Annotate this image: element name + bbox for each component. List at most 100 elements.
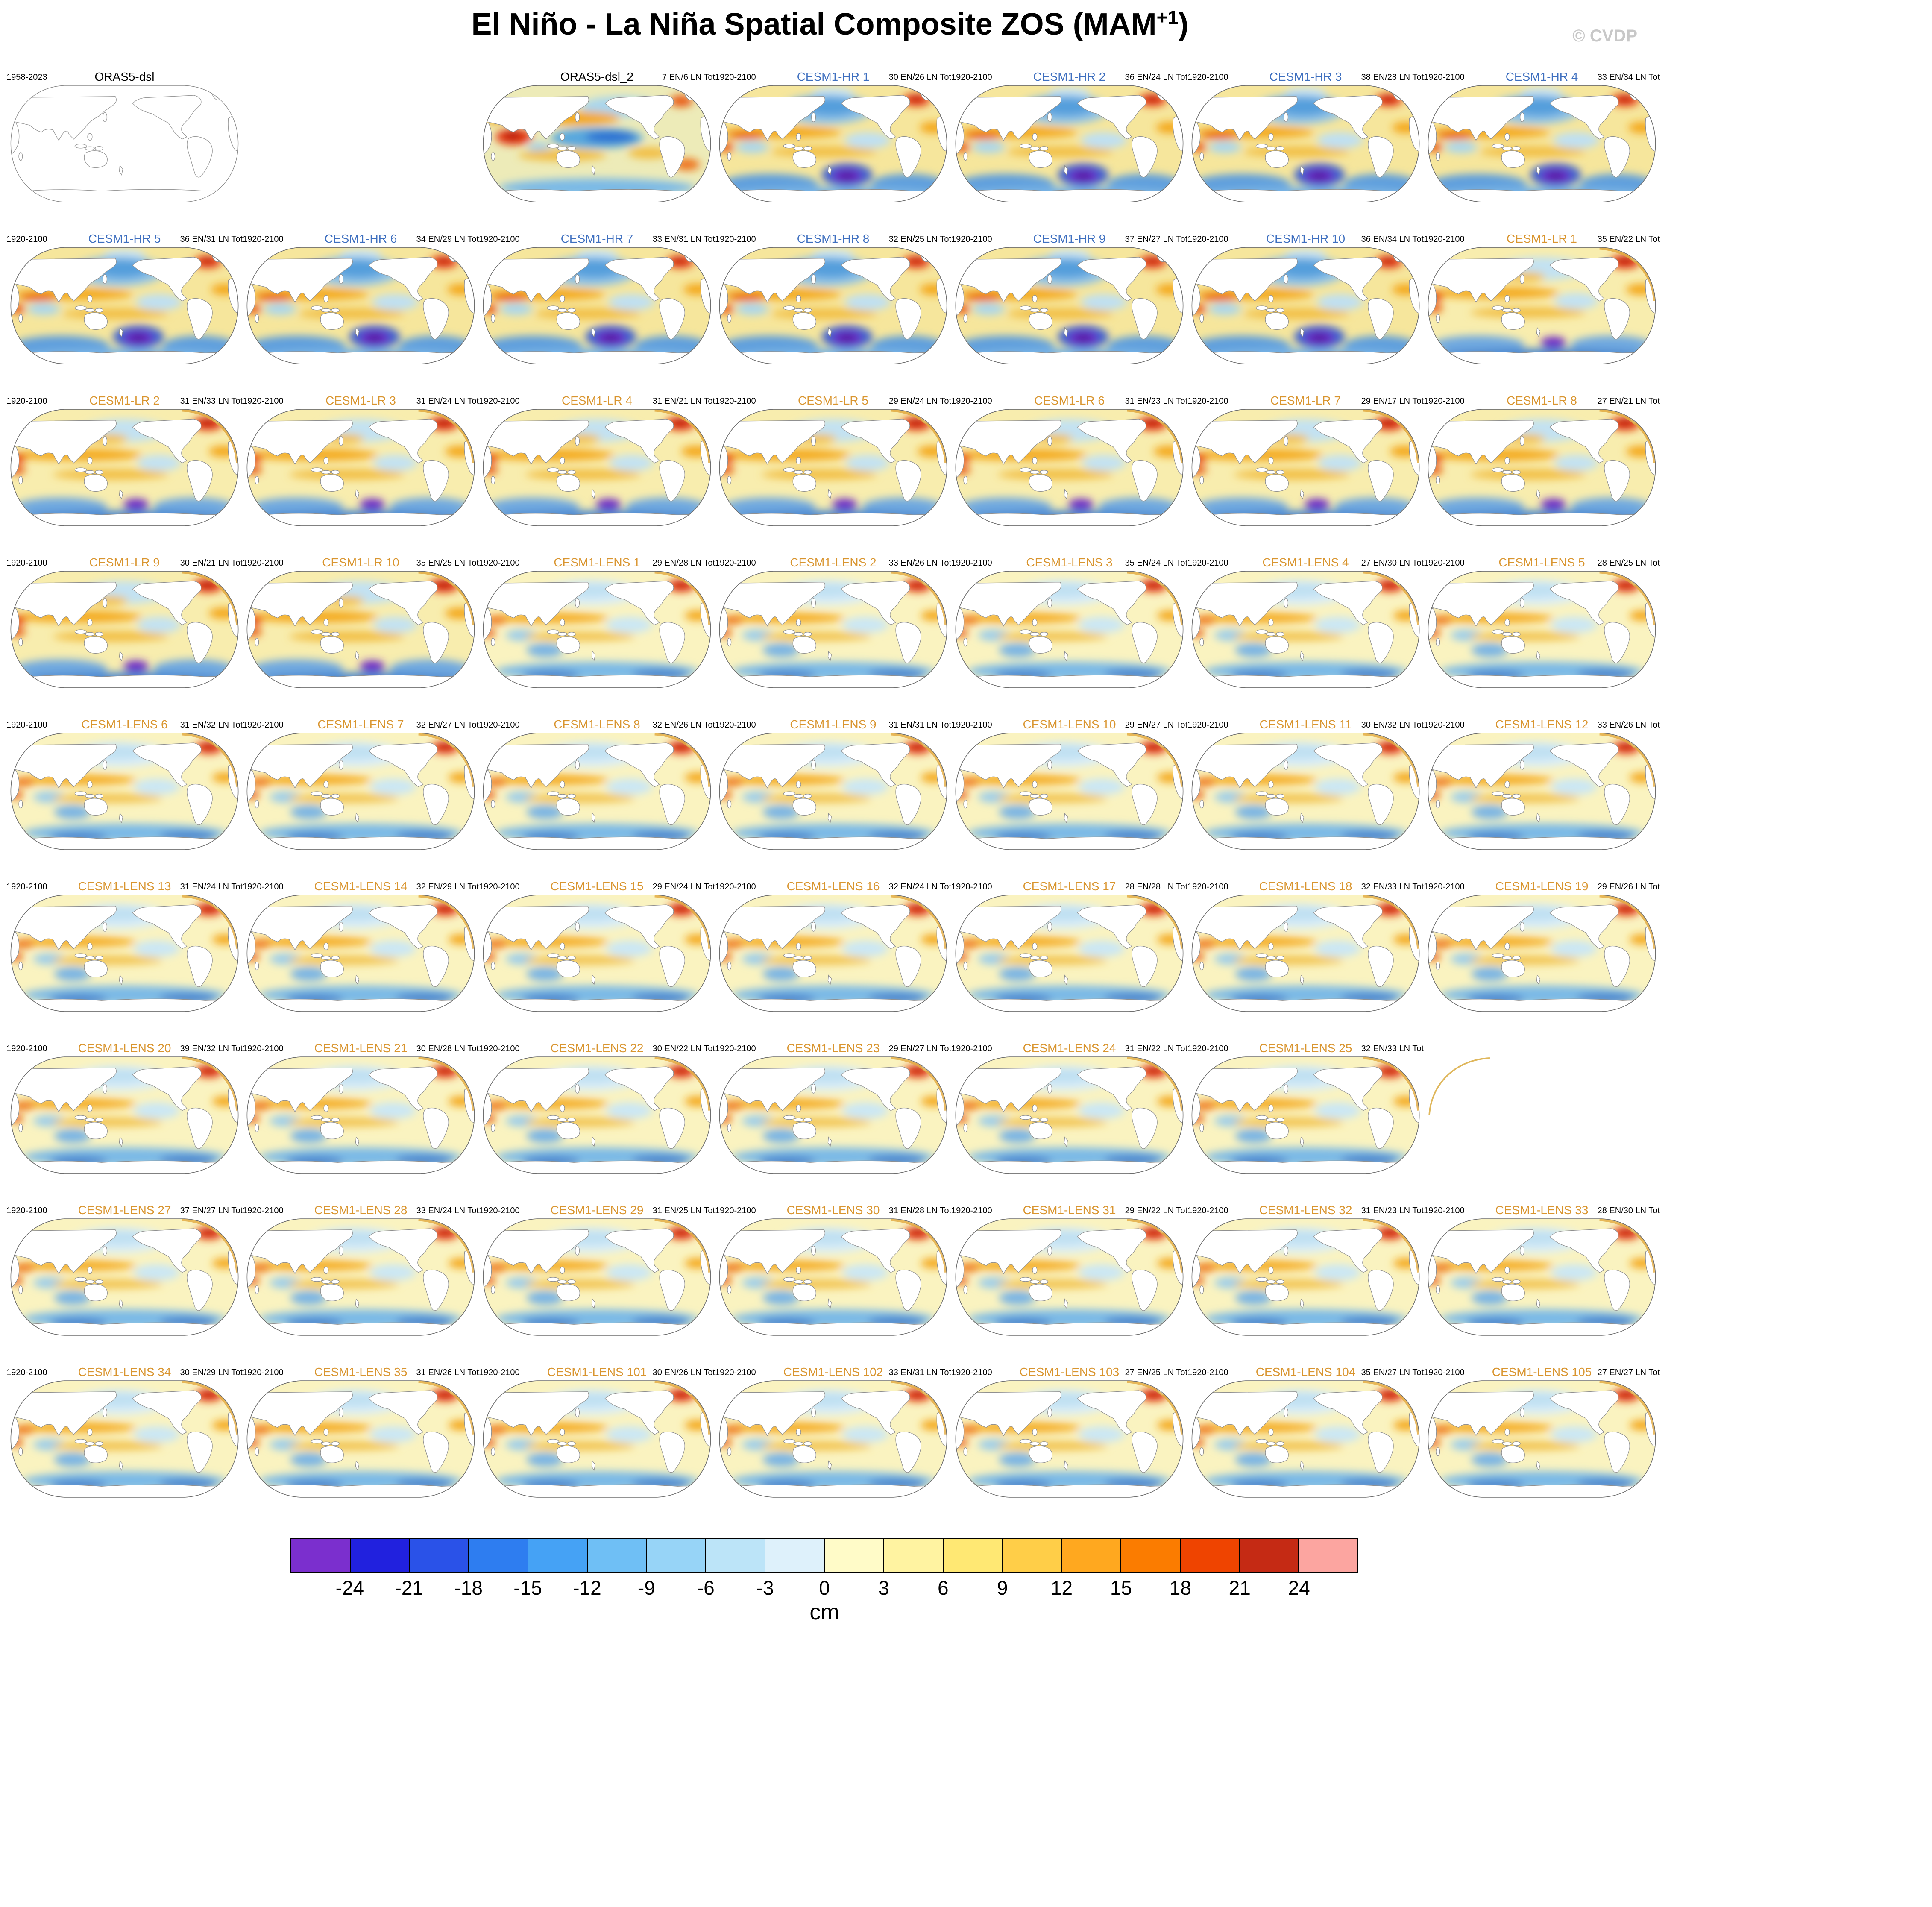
panel-header: 1920-2100 CESM1-HR 8 32 EN/25 LN Tot [715, 230, 951, 246]
map-panel-cesm1-lens-23: 1920-2100 CESM1-LENS 23 29 EN/27 LN Tot [715, 1040, 951, 1177]
map-panel-cesm1-lens-17: 1920-2100 CESM1-LENS 17 28 EN/28 LN Tot [951, 878, 1187, 1015]
panel-event-counts: 30 EN/26 LN Tot [888, 73, 951, 82]
map-panel-cesm1-lens-101: 1920-2100 CESM1-LENS 101 30 EN/26 LN Tot [479, 1364, 715, 1501]
panel-header: 1920-2100 CESM1-LENS 102 33 EN/31 LN Tot [715, 1364, 951, 1379]
world-map-lens [1190, 1379, 1421, 1499]
panel-title: CESM1-LENS 101 [547, 1365, 647, 1379]
panel-event-counts: 33 EN/24 LN Tot [416, 1206, 479, 1215]
panel-period-label: 1920-2100 [6, 1044, 47, 1053]
panel-title: CESM1-LENS 35 [314, 1365, 408, 1379]
map-panel-cesm1-hr-7: 1920-2100 CESM1-HR 7 33 EN/31 LN Tot [479, 230, 715, 368]
panel-period-label: 1920-2100 [715, 396, 756, 406]
panel-header: 1920-2100 CESM1-LENS 101 30 EN/26 LN Tot [479, 1364, 715, 1379]
map-panel-cesm1-lens-20: 1920-2100 CESM1-LENS 20 39 EN/32 LN Tot [6, 1040, 243, 1177]
colorbar-segment [587, 1539, 647, 1572]
map-panel-cesm1-lens-30: 1920-2100 CESM1-LENS 30 31 EN/28 LN Tot [715, 1202, 951, 1339]
world-map-lens [1426, 893, 1657, 1013]
map-panel-cesm1-hr-4: 1920-2100 CESM1-HR 4 33 EN/34 LN Tot [1424, 68, 1660, 206]
world-map-lens [954, 893, 1185, 1013]
map-panel-cesm1-lens-14: 1920-2100 CESM1-LENS 14 32 EN/29 LN Tot [243, 878, 479, 1015]
panel-header: 1958-2023 ORAS5-dsl [6, 68, 243, 84]
map-panel-cesm1-lr-2: 1920-2100 CESM1-LR 2 31 EN/33 LN Tot [6, 392, 243, 530]
world-map-blank [9, 84, 240, 204]
panel-period-label: 1920-2100 [1424, 720, 1465, 730]
panel-header: 1920-2100 CESM1-HR 5 36 EN/31 LN Tot [6, 230, 243, 246]
panel-header: 1920-2100 CESM1-LENS 1 29 EN/28 LN Tot [479, 554, 715, 569]
panel-title: CESM1-LENS 33 [1495, 1203, 1589, 1217]
colorbar-segment [528, 1539, 588, 1572]
panel-title: CESM1-LR 10 [322, 556, 399, 569]
panel-period-label: 1920-2100 [6, 396, 47, 406]
map-panel-cesm1-lens-102: 1920-2100 CESM1-LENS 102 33 EN/31 LN Tot [715, 1364, 951, 1501]
panel-header: 1920-2100 CESM1-LENS 24 31 EN/22 LN Tot [951, 1040, 1187, 1055]
panel-event-counts: 31 EN/32 LN Tot [180, 720, 243, 730]
panel-title: CESM1-LENS 24 [1023, 1042, 1116, 1055]
panel-header: 1920-2100 CESM1-LENS 16 32 EN/24 LN Tot [715, 878, 951, 893]
map-panel-cesm1-hr-5: 1920-2100 CESM1-HR 5 36 EN/31 LN Tot [6, 230, 243, 368]
panel-header: 1920-2100 CESM1-LENS 34 30 EN/29 LN Tot [6, 1364, 243, 1379]
colorbar-tick-label: 15 [1110, 1577, 1132, 1599]
panel-header: 1920-2100 CESM1-LENS 29 31 EN/25 LN Tot [479, 1202, 715, 1217]
panel-title: CESM1-HR 6 [324, 232, 397, 245]
panel-title: CESM1-HR 2 [1033, 70, 1106, 83]
map-panel-cesm1-hr-6: 1920-2100 CESM1-HR 6 34 EN/29 LN Tot [243, 230, 479, 368]
panel-header: 1920-2100 CESM1-HR 10 36 EN/34 LN Tot [1187, 230, 1424, 246]
panel-title: CESM1-LENS 103 [1019, 1365, 1120, 1379]
world-map-hr [954, 246, 1185, 366]
panel-header: 1920-2100 CESM1-LR 8 27 EN/21 LN Tot [1424, 392, 1660, 408]
map-panel-empty [1424, 1040, 1660, 1177]
panel-header: 1920-2100 CESM1-LENS 35 31 EN/26 LN Tot [243, 1364, 479, 1379]
panel-title: CESM1-LENS 6 [81, 718, 168, 731]
map-panel-cesm1-lens-8: 1920-2100 CESM1-LENS 8 32 EN/26 LN Tot [479, 716, 715, 854]
map-panel-cesm1-lens-18: 1920-2100 CESM1-LENS 18 32 EN/33 LN Tot [1187, 878, 1424, 1015]
panel-event-counts: 27 EN/27 LN Tot [1597, 1368, 1660, 1377]
world-map-lr [245, 408, 476, 528]
world-map-lens [954, 1217, 1185, 1337]
world-map-lens [718, 1055, 949, 1175]
colorbar-tick-label: -3 [756, 1577, 774, 1599]
panel-header: 1920-2100 CESM1-LENS 9 31 EN/31 LN Tot [715, 716, 951, 731]
world-map-lens [245, 731, 476, 851]
panel-period-label: 1920-2100 [951, 1206, 992, 1215]
panel-event-counts: 29 EN/24 LN Tot [652, 882, 715, 892]
colorbar-segment [825, 1539, 884, 1572]
world-map-lens [954, 1055, 1185, 1175]
map-panel-cesm1-lens-15: 1920-2100 CESM1-LENS 15 29 EN/24 LN Tot [479, 878, 715, 1015]
world-map-hr [9, 246, 240, 366]
world-map-hr [1190, 246, 1421, 366]
panel-header: 1920-2100 CESM1-LR 10 35 EN/25 LN Tot [243, 554, 479, 569]
world-map-lr [9, 408, 240, 528]
world-map-hr [1426, 84, 1657, 204]
panel-period-label: 1920-2100 [243, 882, 284, 892]
world-map-lens [1190, 1217, 1421, 1337]
panel-event-counts: 31 EN/24 LN Tot [416, 396, 479, 406]
panel-header: 1920-2100 CESM1-LENS 8 32 EN/26 LN Tot [479, 716, 715, 731]
panel-period-label: 1920-2100 [951, 73, 992, 82]
world-map-lens [9, 893, 240, 1013]
world-map-lens [481, 731, 712, 851]
panel-event-counts: 29 EN/28 LN Tot [652, 558, 715, 568]
panel-header: 1920-2100 CESM1-LENS 3 35 EN/24 LN Tot [951, 554, 1187, 569]
panel-period-label: 1958-2023 [6, 73, 47, 82]
panel-period-label: 1920-2100 [479, 235, 520, 244]
panel-title: CESM1-LENS 15 [550, 880, 644, 893]
panel-period-label: 1920-2100 [951, 882, 992, 892]
panel-title: CESM1-HR 8 [797, 232, 870, 245]
panel-header: 1920-2100 CESM1-HR 4 33 EN/34 LN Tot [1424, 68, 1660, 84]
map-panel-cesm1-lens-3: 1920-2100 CESM1-LENS 3 35 EN/24 LN Tot [951, 554, 1187, 692]
panel-period-label: 1920-2100 [1424, 882, 1465, 892]
panel-title: CESM1-LENS 23 [786, 1042, 880, 1055]
world-map-lr [1426, 408, 1657, 528]
world-map-lens [245, 1055, 476, 1175]
map-panel-cesm1-lens-104: 1920-2100 CESM1-LENS 104 35 EN/27 LN Tot [1187, 1364, 1424, 1501]
panel-title: CESM1-LENS 17 [1023, 880, 1116, 893]
colorbar-segment [291, 1539, 351, 1572]
panel-header: 1920-2100 CESM1-LENS 33 28 EN/30 LN Tot [1424, 1202, 1660, 1217]
panel-title: CESM1-LENS 30 [786, 1203, 880, 1217]
map-panel-cesm1-lens-32: 1920-2100 CESM1-LENS 32 31 EN/23 LN Tot [1187, 1202, 1424, 1339]
panel-title: CESM1-HR 10 [1266, 232, 1346, 245]
panel-title: CESM1-LENS 4 [1262, 556, 1349, 569]
world-map-hr [245, 246, 476, 366]
figure-title-superscript: +1 [1156, 7, 1179, 28]
panel-event-counts: 32 EN/27 LN Tot [416, 720, 479, 730]
